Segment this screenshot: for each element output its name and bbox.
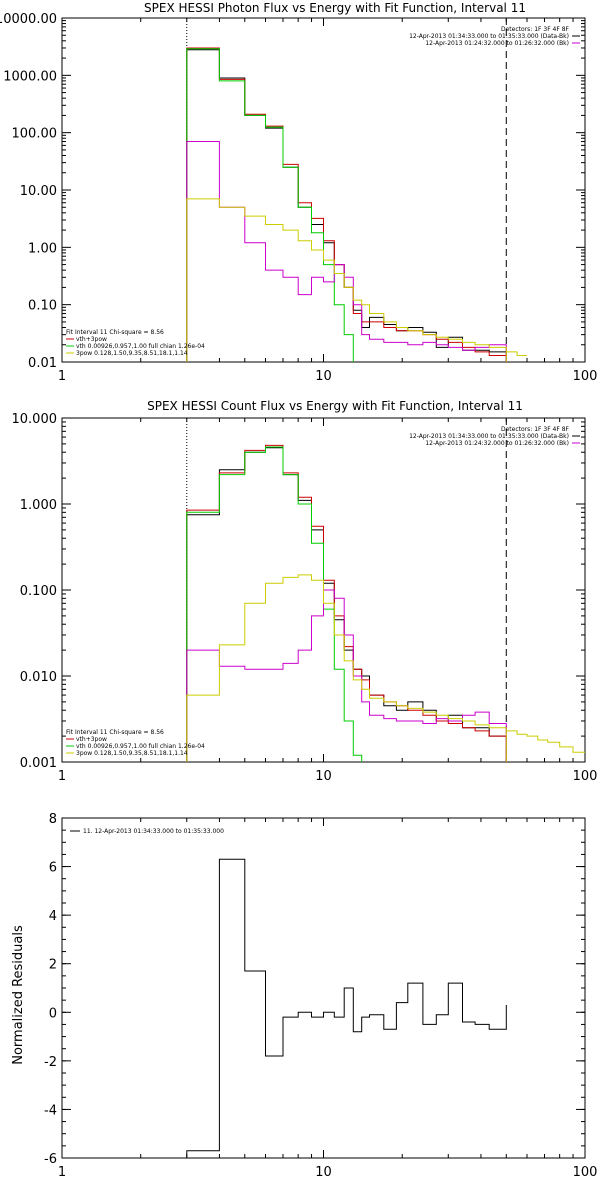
y-tick-label: 10000.00 — [0, 12, 57, 27]
photon-flux-title: SPEX HESSI Photon Flux vs Energy with Fi… — [144, 1, 526, 15]
legend-bottom-left-text: vth 0.00926,0.957,1.00 full chian 1.26e-… — [76, 343, 205, 350]
y-tick-label: 0.010 — [20, 670, 57, 685]
plot-data — [186, 418, 585, 762]
plot-frame — [61, 817, 586, 1159]
photon-flux-axes: 1 10 100 0.01 0.10 1.00 10.00 100.00 1000.00 1000… — [0, 12, 597, 384]
x-tick-label: 1 — [58, 1165, 66, 1180]
x-tick-label: 1 — [58, 369, 66, 384]
legend-top-right-text: 12-Apr-2013 01:34:33.000 to 01:35:33.000… — [409, 433, 569, 440]
legend-bottom-left-text: Fit Interval 11 Chi-square = 8.56 — [66, 729, 164, 736]
y-tick-label: -4 — [44, 1103, 57, 1118]
x-tick-label: 100 — [573, 369, 598, 384]
legend-top-right-text: Detectors: 1F 3F 4F 8F — [501, 426, 570, 433]
legend-bottom-left-text: Fit Interval 11 Chi-square = 8.56 — [66, 329, 164, 336]
residuals-histogram — [186, 858, 507, 1158]
power-law-tail-histogram — [506, 730, 585, 753]
legend-bottom-left-text: 3pow 0.128,1.50,9.35,8.51,18.1,1.14 — [76, 350, 188, 357]
legend-bottom-left-text: 3pow 0.128,1.50,9.35,8.51,18.1,1.14 — [76, 750, 188, 757]
y-tick-label: 1.000 — [20, 498, 57, 513]
power-law-fit-histogram — [186, 198, 507, 362]
legend-top-right-text: 12-Apr-2013 01:34:33.000 to 01:35:33.000… — [409, 33, 569, 40]
legend-top-left-text: 11. 12-Apr-2013 01:34:33.000 to 01:35:33… — [83, 828, 224, 835]
total-fit-histogram — [186, 47, 507, 362]
y-tick-label: 0.100 — [20, 584, 57, 599]
y-tick-label: -6 — [44, 1152, 57, 1167]
legend-bottom-left-text: vth+3pow — [76, 736, 107, 743]
y-tick-label: 10.000 — [12, 412, 58, 427]
thermal-fit-histogram — [186, 48, 354, 362]
count-flux-panel: SPEX HESSI Count Flux vs Energy with Fit… — [12, 399, 598, 784]
y-tick-label: 2 — [49, 958, 57, 973]
power-law-tail-histogram — [506, 351, 527, 356]
residuals-ylabel: Normalized Residuals — [11, 925, 26, 1065]
photon-flux-panel: SPEX HESSI Photon Flux vs Energy with Fi… — [0, 1, 597, 384]
legend-top-right-text: Detectors: 1F 3F 4F 8F — [501, 26, 570, 33]
background-histogram — [186, 589, 507, 762]
y-tick-label: 8 — [49, 812, 57, 827]
y-tick-label: 4 — [49, 909, 57, 924]
y-tick-label: 0 — [49, 1006, 57, 1021]
y-tick-label: 6 — [49, 861, 57, 876]
y-tick-label: -2 — [44, 1055, 57, 1070]
y-tick-label: 0.01 — [28, 356, 57, 371]
x-tick-label: 10 — [315, 1165, 332, 1180]
power-law-fit-histogram — [186, 574, 507, 762]
y-tick-label: 1.00 — [28, 241, 57, 256]
y-tick-label: 0.001 — [20, 756, 57, 771]
x-tick-label: 100 — [573, 1165, 598, 1180]
x-tick-label: 10 — [315, 369, 332, 384]
x-tick-label: 100 — [573, 769, 598, 784]
plot-data — [186, 18, 527, 362]
count-flux-axes: 1 10 100 0.001 0.010 0.100 1.000 10.000 Detector… — [12, 412, 598, 784]
x-tick-label: 10 — [315, 769, 332, 784]
count-flux-title: SPEX HESSI Count Flux vs Energy with Fit… — [147, 399, 523, 413]
legend-bottom-left-text: vth+3pow — [76, 336, 107, 343]
data-histogram — [186, 49, 507, 362]
residuals-axes: 1 10 100 -6 -4 -2 0 2 4 6 8 11. 12-Apr-2013 01:34:3… — [44, 812, 597, 1180]
thermal-fit-histogram — [186, 446, 363, 762]
plot-data — [186, 858, 507, 1158]
total-fit-histogram — [186, 444, 507, 762]
legend-top-right-text: 12-Apr-2013 01:24:32.000 to 01:26:32.000… — [425, 40, 569, 47]
y-tick-label: 10.00 — [20, 184, 57, 199]
y-tick-label: 100.00 — [12, 127, 58, 142]
legend-top-right-text: 12-Apr-2013 01:24:32.000 to 01:26:32.000… — [425, 440, 569, 447]
legend-bottom-left-text: vth 0.00926,0.957,1.00 full chian 1.26e-… — [76, 743, 205, 750]
y-tick-label: 1000.00 — [3, 69, 57, 84]
residuals-panel: Normalized Residuals 1 10 100 -6 -4 -2 0 2 4 6 8 11… — [11, 812, 597, 1180]
x-tick-label: 1 — [58, 769, 66, 784]
y-tick-label: 0.10 — [28, 299, 57, 314]
